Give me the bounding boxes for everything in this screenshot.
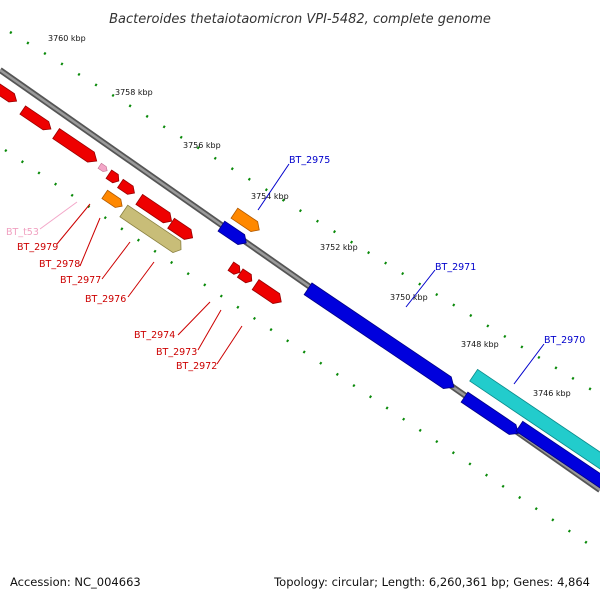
gene-label: BT_2974 <box>134 330 175 341</box>
ruler-label: 3756 kbp <box>183 141 221 150</box>
feature-BT_2976[interactable] <box>119 204 185 255</box>
gene-label: BT_2973 <box>156 347 197 358</box>
feature-BT_t53[interactable] <box>97 162 109 173</box>
ruler-inner <box>4 148 591 547</box>
ruler-outer <box>9 30 600 397</box>
ruler-label: 3752 kbp <box>320 243 358 252</box>
feature-BT_2979-region[interactable] <box>52 128 100 166</box>
feature-BT_2973[interactable] <box>236 268 254 285</box>
feature-BT_2980b[interactable] <box>19 105 54 133</box>
ruler-label: 3750 kbp <box>390 293 428 302</box>
gene-label: BT_2970 <box>544 335 585 346</box>
feature-BT_2969[interactable] <box>515 420 600 493</box>
gene-label: BT_t53 <box>6 227 39 238</box>
gene-label: BT_2971 <box>435 262 476 273</box>
feature-BT_2979[interactable] <box>105 169 122 185</box>
leader-lines <box>39 163 545 385</box>
feature-BT_2974[interactable] <box>227 261 243 276</box>
feature-BT_2971[interactable] <box>303 282 458 393</box>
ruler-label: 3748 kbp <box>461 340 499 349</box>
feature-BT_2977[interactable] <box>135 193 175 226</box>
feature-BT_2975[interactable] <box>217 220 250 248</box>
gene-label: BT_2975 <box>289 155 330 166</box>
accession-text: Accession: NC_004663 <box>10 575 141 589</box>
gene-label: BT_2978 <box>39 259 80 270</box>
feature-BT_2977b[interactable] <box>167 217 196 242</box>
feature-BT_2975-orange[interactable] <box>230 207 263 235</box>
ruler-label: 3760 kbp <box>48 34 86 43</box>
feature-BT_2970[interactable] <box>460 391 522 438</box>
ruler-label: 3754 kbp <box>251 192 289 201</box>
ruler-label: 3758 kbp <box>115 88 153 97</box>
gene-label: BT_2972 <box>176 361 217 372</box>
gene-label: BT_2976 <box>85 294 126 305</box>
feature-BT_2980[interactable] <box>0 77 19 105</box>
gene-label: BT_2979 <box>17 242 58 253</box>
genome-summary-text: Topology: circular; Length: 6,260,361 bp… <box>273 575 590 589</box>
gene-label: BT_2977 <box>60 275 101 286</box>
map-title: Bacteroides thetaiotaomicron VPI-5482, c… <box>109 12 491 27</box>
ruler-label: 3746 kbp <box>533 389 571 398</box>
feature-BT_2972[interactable] <box>251 279 284 307</box>
feature-BT_2978[interactable] <box>101 189 125 210</box>
feature-BT_2979b[interactable] <box>117 178 138 197</box>
feature-BT_2970-cyan[interactable] <box>469 368 600 475</box>
